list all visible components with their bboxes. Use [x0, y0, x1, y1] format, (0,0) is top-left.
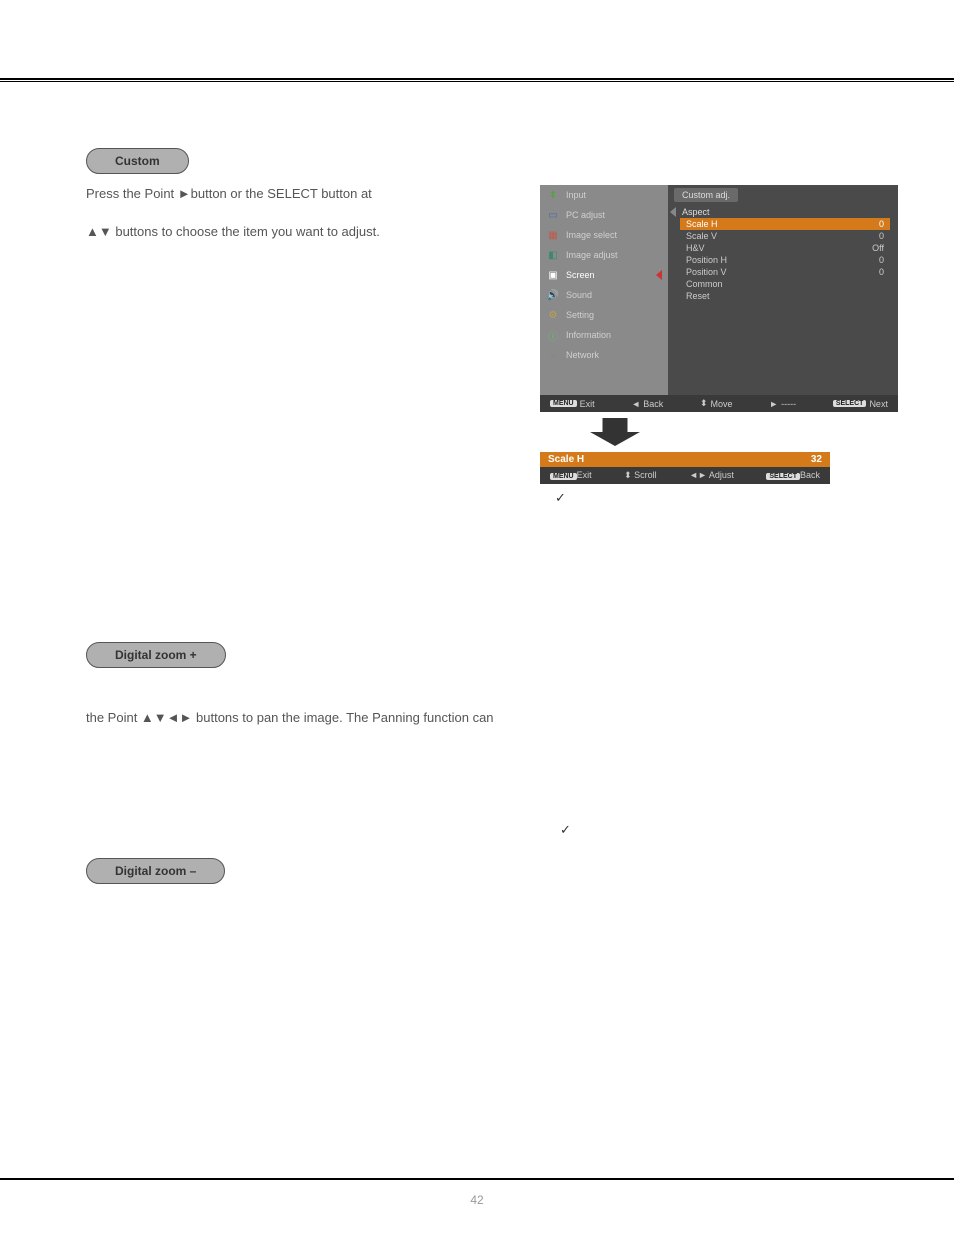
down-arrow-icon [590, 418, 640, 446]
osd-panel-title: Custom adj. [674, 188, 738, 202]
sidebar-item-network[interactable]: ☁ Network [540, 345, 668, 365]
footer-next: SELECTNext [833, 398, 888, 409]
sound-icon: 🔊 [546, 288, 560, 302]
osd-row-position-v[interactable]: Position V 0 [680, 266, 890, 278]
osd-row-label: Common [686, 279, 723, 289]
footer-move: ⬍ Move [700, 398, 733, 409]
osd-screenshot: ⬍ Input ▭ PC adjust ▦ Image select ◧ Image adju… [540, 185, 898, 484]
footer2-exit: MENUExit [550, 470, 592, 481]
osd-row-label: Reset [686, 291, 710, 301]
select-key-icon: SELECT [833, 400, 867, 407]
osd-row-label: Scale V [686, 231, 717, 241]
pill-custom: Custom [86, 148, 189, 174]
osd-aspect-label: Aspect [680, 206, 890, 218]
sidebar-item-label: Information [566, 330, 611, 340]
active-indicator-icon [656, 270, 662, 280]
osd-top-panel: ⬍ Input ▭ PC adjust ▦ Image select ◧ Image adju… [540, 185, 898, 395]
sidebar-item-label: PC adjust [566, 210, 605, 220]
section-digital-zoom-minus: Digital zoom – [86, 858, 894, 884]
sidebar-item-label: Network [566, 350, 599, 360]
osd-footer-1: MENUExit ◄ Back ⬍ Move ► ----- SELECTNex… [540, 395, 898, 412]
osd-row-label: Position H [686, 255, 727, 265]
sidebar-item-label: Setting [566, 310, 594, 320]
page-number: 42 [470, 1193, 483, 1207]
footer-dash: ► ----- [769, 398, 796, 409]
sidebar-item-label: Screen [566, 270, 595, 280]
pc-adjust-icon: ▭ [546, 208, 560, 222]
osd-row-value: 0 [879, 219, 884, 229]
osd-row-value: Off [872, 243, 884, 253]
sidebar-item-sound[interactable]: 🔊 Sound [540, 285, 668, 305]
osd-row-value: 0 [879, 231, 884, 241]
osd-row-label: H&V [686, 243, 705, 253]
osd-row-scale-h[interactable]: Scale H 0 [680, 218, 890, 230]
custom-line2: ▲▼ buttons to choose the item you want t… [86, 222, 506, 242]
sidebar-item-input[interactable]: ⬍ Input [540, 185, 668, 205]
osd-row-scale-v[interactable]: Scale V 0 [680, 230, 890, 242]
top-rule [0, 78, 954, 82]
image-select-icon: ▦ [546, 228, 560, 242]
select-key-icon-2: SELECT [766, 473, 800, 480]
osd-row-value: 0 [879, 267, 884, 277]
back-triangle-icon [670, 207, 676, 217]
image-adjust-icon: ◧ [546, 248, 560, 262]
osd-row-common[interactable]: Common [680, 278, 890, 290]
footer2-back: SELECTBack [766, 470, 820, 481]
footer2-scroll: ⬍ Scroll [624, 470, 657, 481]
checkmark-2: ✓ [560, 822, 571, 838]
checkmark-1: ✓ [555, 490, 566, 506]
sidebar-item-image-select[interactable]: ▦ Image select [540, 225, 668, 245]
osd-list: Aspect Scale H 0 Scale V 0 H&V Off Position H 0… [680, 206, 890, 302]
dzplus-line1: the Point ▲▼◄► buttons to pan the image.… [86, 708, 686, 728]
osd-row-position-h[interactable]: Position H 0 [680, 254, 890, 266]
bar2-value: 32 [811, 454, 822, 465]
sidebar-item-information[interactable]: ⓘ Information [540, 325, 668, 345]
pill-digital-zoom-minus: Digital zoom – [86, 858, 225, 884]
osd-row-h-v[interactable]: H&V Off [680, 242, 890, 254]
footer-back: ◄ Back [631, 398, 663, 409]
setting-icon: ⚙ [546, 308, 560, 322]
sidebar-item-label: Image select [566, 230, 617, 240]
screen-icon: ▣ [546, 268, 560, 282]
osd-row-label: Scale H [686, 219, 718, 229]
bar2-label: Scale H [548, 454, 584, 465]
osd-footer-2: MENUExit ⬍ Scroll ◄► Adjust SELECTBack [540, 467, 830, 484]
osd-sidebar: ⬍ Input ▭ PC adjust ▦ Image select ◧ Image adju… [540, 185, 668, 395]
sidebar-item-screen[interactable]: ▣ Screen [540, 265, 668, 285]
sidebar-item-image-adjust[interactable]: ◧ Image adjust [540, 245, 668, 265]
osd-main-panel: Custom adj. Aspect Scale H 0 Scale V 0 H&V Of… [668, 185, 898, 395]
bottom-rule [0, 1178, 954, 1180]
sidebar-item-label: Sound [566, 290, 592, 300]
osd-adjust-bar: Scale H 32 [540, 452, 830, 467]
footer2-adjust: ◄► Adjust [689, 470, 734, 481]
network-icon: ☁ [546, 348, 560, 362]
footer-exit: MENUExit [550, 398, 595, 409]
menu-key-icon-2: MENU [550, 473, 577, 480]
sidebar-item-setting[interactable]: ⚙ Setting [540, 305, 668, 325]
menu-key-icon: MENU [550, 400, 577, 407]
custom-line1: Press the Point ►button or the SELECT bu… [86, 184, 506, 204]
pill-digital-zoom-plus: Digital zoom + [86, 642, 226, 668]
sidebar-item-pc-adjust[interactable]: ▭ PC adjust [540, 205, 668, 225]
osd-row-value: 0 [879, 255, 884, 265]
sidebar-item-label: Image adjust [566, 250, 618, 260]
osd-row-reset[interactable]: Reset [680, 290, 890, 302]
sidebar-item-label: Input [566, 190, 586, 200]
osd-row-label: Position V [686, 267, 727, 277]
information-icon: ⓘ [546, 328, 560, 342]
input-icon: ⬍ [546, 188, 560, 202]
section-digital-zoom-plus: Digital zoom + the Point ▲▼◄► buttons to… [86, 642, 894, 728]
